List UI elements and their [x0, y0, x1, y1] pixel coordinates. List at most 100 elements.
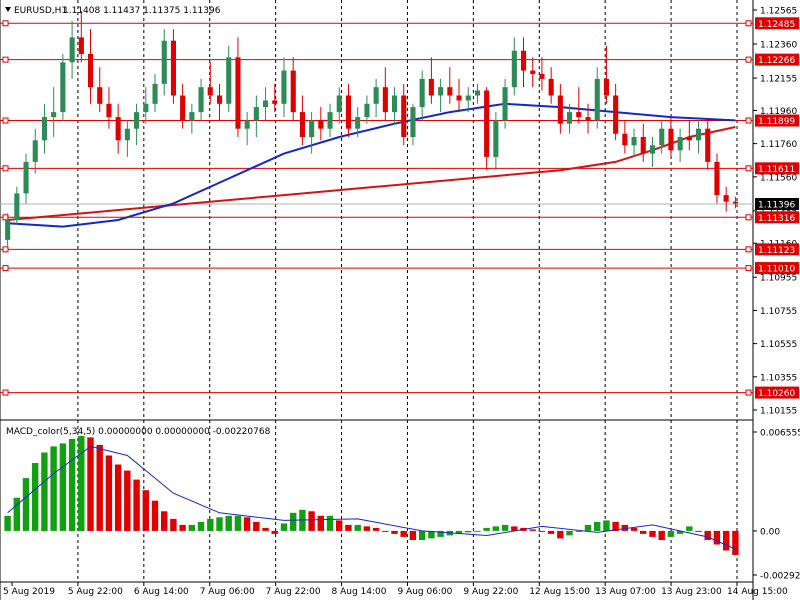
- macd-bar: [317, 515, 324, 531]
- time-label: 13 Aug 23:00: [661, 587, 722, 597]
- macd-bar: [547, 530, 555, 534]
- macd-bar: [391, 530, 398, 534]
- symbol-menu-icon[interactable]: [5, 7, 11, 12]
- macd-bar: [280, 523, 288, 531]
- ma-fast-line: [7, 102, 736, 228]
- level-handle-right[interactable]: [745, 165, 752, 172]
- macd-bar: [686, 526, 693, 531]
- level-handle-left[interactable]: [2, 117, 9, 124]
- candle-body: [392, 95, 398, 113]
- macd-bar: [557, 530, 564, 539]
- candle-body: [69, 37, 75, 63]
- level-price-label: 1.11010: [758, 265, 795, 275]
- level-handle-left[interactable]: [2, 265, 9, 272]
- macd-bar: [87, 437, 94, 531]
- level-price-tag: [755, 211, 799, 224]
- level-handle-left[interactable]: [2, 56, 9, 63]
- price-tick-label: 1.11560: [760, 173, 797, 183]
- level-price-tag: [755, 386, 799, 399]
- macd-bar: [538, 530, 546, 532]
- time-label: 14 Aug 15:00: [727, 587, 788, 597]
- candle-body: [88, 54, 94, 88]
- time-label: 12 Aug 15:00: [529, 587, 590, 597]
- candle-body: [438, 87, 444, 96]
- macd-bar: [234, 515, 242, 531]
- candle-body: [705, 128, 711, 162]
- price-tick-label: 1.12360: [760, 41, 797, 51]
- level-price-tags: 1.12485 1.12266 1.11899 1.11611 1.11316 1.111…: [755, 17, 799, 399]
- candle-body: [484, 90, 490, 157]
- candle-body: [235, 57, 241, 129]
- macd-bar: [492, 526, 499, 531]
- candle-body: [585, 117, 591, 121]
- candle-body: [401, 95, 407, 137]
- current-price-label: 1.11396: [758, 201, 795, 211]
- macd-bar: [124, 470, 131, 531]
- macd-bar: [695, 530, 702, 532]
- macd-bar: [32, 463, 39, 531]
- candle-body: [613, 95, 619, 134]
- level-handle-left[interactable]: [2, 246, 9, 253]
- candle-body: [539, 73, 545, 79]
- time-label: 8 Aug 14:00: [332, 587, 387, 597]
- time-label: 5 Aug 22:00: [68, 587, 123, 597]
- macd-bar: [78, 435, 85, 531]
- time-label: 5 Aug 2019: [3, 587, 55, 597]
- level-handle-right[interactable]: [745, 56, 752, 63]
- macd-bar: [262, 527, 269, 531]
- candle-body: [530, 70, 536, 74]
- level-handle-left[interactable]: [2, 389, 9, 396]
- macd-bar: [676, 530, 684, 534]
- level-handle-right[interactable]: [745, 265, 752, 272]
- macd-bar: [483, 527, 490, 531]
- macd-bar: [336, 520, 343, 531]
- candle-body: [714, 161, 720, 196]
- candle-body: [364, 103, 370, 118]
- candle-body: [60, 62, 66, 113]
- candle-body: [521, 50, 527, 71]
- macd-bar: [437, 530, 444, 537]
- price-tick-label: 1.10155: [760, 407, 797, 417]
- level-handle-left[interactable]: [2, 165, 9, 172]
- macd-bar: [566, 530, 573, 536]
- candle-body: [253, 107, 259, 121]
- level-handle-right[interactable]: [745, 20, 752, 27]
- macd-bar: [603, 520, 610, 531]
- level-handle-right[interactable]: [745, 117, 752, 124]
- level-handle-right[interactable]: [745, 214, 752, 221]
- candle-body: [272, 100, 278, 104]
- macd-bar: [612, 521, 619, 531]
- level-price-label: 1.11123: [758, 246, 795, 256]
- price-tick-label: 1.11960: [760, 107, 797, 117]
- macd-bar: [197, 521, 205, 531]
- candle-body: [106, 103, 112, 118]
- macd-bar: [142, 490, 149, 531]
- candle-body: [327, 112, 333, 129]
- candle-body: [180, 95, 186, 121]
- candle-body: [594, 78, 600, 121]
- level-price-tag: [755, 114, 799, 127]
- macd-bar: [4, 515, 11, 531]
- level-handle-right[interactable]: [745, 246, 752, 253]
- symbol-title[interactable]: EURUSD,H1: [14, 6, 67, 16]
- macd-bar: [584, 524, 592, 531]
- time-axis: 5 Aug 2019 5 Aug 22:00 6 Aug 14:00 7 Aug 06…: [3, 582, 788, 597]
- macd-bar: [372, 527, 380, 531]
- macd-bar: [179, 524, 186, 531]
- level-price-tag: [755, 17, 799, 30]
- level-handle-right[interactable]: [745, 389, 752, 396]
- candle-body: [309, 120, 315, 137]
- candle-body: [603, 78, 609, 96]
- level-handle-left[interactable]: [2, 20, 9, 27]
- macd-histogram: [4, 435, 739, 555]
- candle-body: [281, 70, 287, 104]
- candle-body: [373, 87, 379, 104]
- horizontal-levels: [0, 20, 753, 396]
- candle-body: [732, 201, 738, 204]
- level-price-label: 1.12266: [758, 56, 795, 66]
- candle-body: [161, 40, 167, 84]
- macd-bar: [22, 478, 30, 531]
- candle-body: [263, 100, 269, 108]
